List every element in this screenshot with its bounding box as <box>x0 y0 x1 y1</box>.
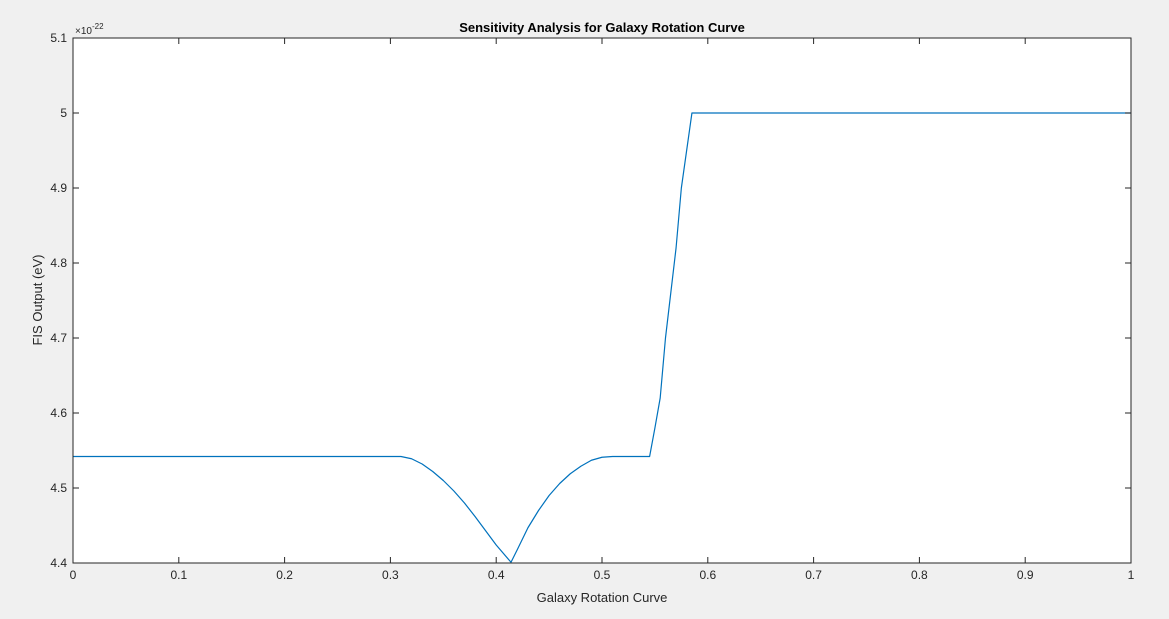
axes-box <box>72 37 1132 564</box>
x-tick-label: 1 <box>1128 568 1135 582</box>
x-tick-label: 0.2 <box>276 568 293 582</box>
y-tick-label: 5.1 <box>50 31 67 45</box>
plot-area <box>73 38 1131 563</box>
x-tick-label: 0 <box>70 568 77 582</box>
y-exponent-label: ×10-22 <box>75 22 104 37</box>
x-tick-label: 0.6 <box>699 568 716 582</box>
y-tick-label: 4.5 <box>50 481 67 495</box>
y-tick-label: 4.9 <box>50 181 67 195</box>
x-tick-label: 0.4 <box>488 568 505 582</box>
x-axis-label: Galaxy Rotation Curve <box>537 590 668 605</box>
x-tick-label: 0.5 <box>594 568 611 582</box>
y-tick-label: 5 <box>60 106 67 120</box>
x-tick-label: 0.7 <box>805 568 822 582</box>
y-tick-label: 4.7 <box>50 331 67 345</box>
x-tick-label: 0.8 <box>911 568 928 582</box>
series-line <box>73 112 1131 563</box>
x-tick-label: 0.3 <box>382 568 399 582</box>
y-exponent-base: ×10 <box>75 26 92 37</box>
x-tick-label: 0.1 <box>170 568 187 582</box>
y-tick-label: 4.6 <box>50 406 67 420</box>
y-axis-label: FIS Output (eV) <box>30 254 45 345</box>
chart-title: Sensitivity Analysis for Galaxy Rotation… <box>459 20 745 35</box>
y-exponent-power: -22 <box>92 22 104 31</box>
y-tick-label: 4.4 <box>50 556 67 570</box>
y-tick-label: 4.8 <box>50 256 67 270</box>
x-tick-label: 0.9 <box>1017 568 1034 582</box>
